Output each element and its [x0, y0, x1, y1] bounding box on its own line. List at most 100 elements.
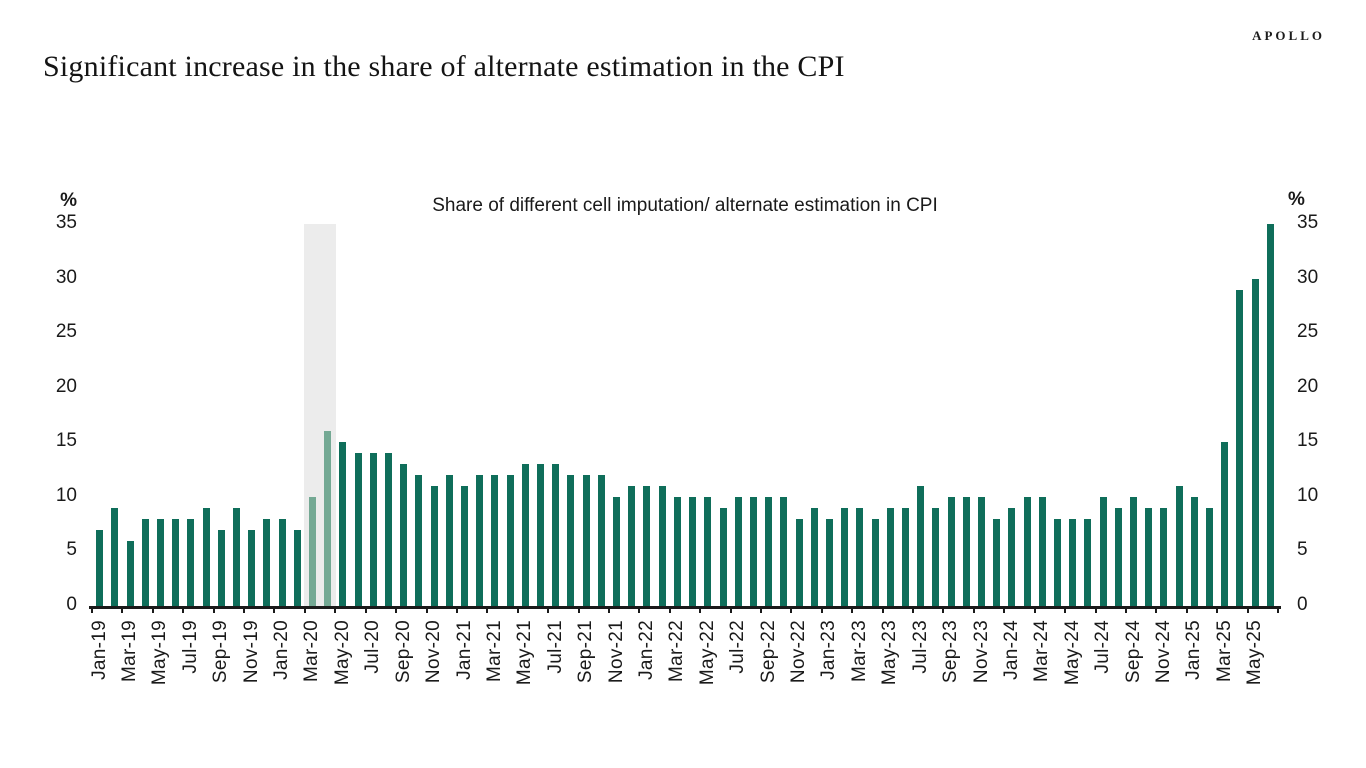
bar-Dec-21: [628, 485, 636, 606]
x-axis-label-May-19: May-19: [149, 620, 171, 686]
bar-Jul-19: [187, 518, 195, 606]
x-axis-label-Sep-22: Sep-22: [757, 620, 779, 684]
bar-Jun-20: [354, 453, 362, 606]
bar-Jan-25: [1190, 496, 1198, 606]
x-axis-tick: [912, 606, 915, 613]
x-axis-tick: [790, 606, 793, 613]
bar-Jan-19: [96, 529, 104, 606]
bar-Nov-24: [1160, 507, 1168, 606]
x-axis-label-Sep-23: Sep-23: [940, 620, 962, 684]
bar-Mar-19: [126, 540, 134, 606]
x-axis-label-May-20: May-20: [331, 620, 353, 686]
y-axis-unit-left: %: [60, 190, 77, 211]
x-axis-label-Sep-21: Sep-21: [575, 620, 597, 684]
x-axis-tick: [334, 606, 337, 613]
bar-Aug-21: [567, 475, 575, 606]
bar-Aug-19: [202, 507, 210, 606]
bar-Jul-21: [552, 464, 560, 606]
bar-Jun-21: [537, 464, 545, 606]
x-axis-tick: [516, 606, 519, 613]
x-axis-label-Nov-23: Nov-23: [970, 620, 992, 684]
bar-May-24: [1069, 518, 1077, 606]
y-axis-label-left-20: 20: [55, 375, 77, 397]
bar-Aug-22: [749, 496, 757, 606]
bar-Mar-22: [673, 496, 681, 606]
x-axis-label-Jul-20: Jul-20: [362, 620, 384, 674]
x-axis-label-Mar-21: Mar-21: [483, 620, 505, 682]
x-axis-label-Jul-19: Jul-19: [179, 620, 201, 674]
y-axis-label-right-5: 5: [1297, 539, 1308, 561]
bar-Mar-25: [1221, 442, 1229, 606]
x-axis-tick: [455, 606, 458, 613]
x-axis-tick: [425, 606, 428, 613]
bar-Mar-21: [491, 475, 499, 606]
x-axis-label-Sep-20: Sep-20: [392, 620, 414, 684]
y-axis-label-right-30: 30: [1297, 266, 1319, 288]
bar-Oct-24: [1145, 507, 1153, 606]
x-axis-tick: [972, 606, 975, 613]
bar-Nov-22: [795, 518, 803, 606]
bar-Dec-23: [993, 518, 1001, 606]
x-axis-tick: [607, 606, 610, 613]
x-axis-tick: [212, 606, 215, 613]
bar-Feb-19: [111, 507, 119, 606]
x-axis-tick: [668, 606, 671, 613]
bar-May-20: [339, 442, 347, 606]
x-axis-tick: [881, 606, 884, 613]
bar-Apr-24: [1054, 518, 1062, 606]
bar-Jun-25: [1266, 224, 1274, 606]
bar-Oct-22: [780, 496, 788, 606]
x-axis-tick: [364, 606, 367, 613]
bar-Jul-22: [734, 496, 742, 606]
x-axis-label-Jan-22: Jan-22: [635, 620, 657, 680]
x-axis-tick: [395, 606, 398, 613]
bar-Apr-25: [1236, 289, 1244, 606]
x-axis-label-Nov-19: Nov-19: [240, 620, 262, 684]
bar-Jan-21: [461, 485, 469, 606]
x-axis-label-Jan-21: Jan-21: [453, 620, 475, 680]
x-axis-label-May-24: May-24: [1061, 620, 1083, 686]
bar-May-23: [886, 507, 894, 606]
x-axis-label-Jan-24: Jan-24: [1000, 620, 1022, 680]
x-axis-tick: [1155, 606, 1158, 613]
x-axis-label-Mar-20: Mar-20: [301, 620, 323, 682]
bar-Mar-20: [308, 496, 316, 606]
page-title: Significant increase in the share of alt…: [43, 50, 845, 83]
y-axis-label-right-15: 15: [1297, 430, 1319, 452]
x-axis-tick: [699, 606, 702, 613]
y-axis-label-right-10: 10: [1297, 484, 1319, 506]
bar-May-19: [156, 518, 164, 606]
bar-Dec-20: [445, 475, 453, 606]
x-axis-label-Jan-20: Jan-20: [271, 620, 293, 680]
bar-Apr-22: [689, 496, 697, 606]
bar-Sep-22: [765, 496, 773, 606]
x-axis-tick: [1124, 606, 1127, 613]
x-axis-tick: [1216, 606, 1219, 613]
y-axis-label-left-0: 0: [66, 594, 77, 615]
x-axis-tick: [1064, 606, 1067, 613]
bar-Apr-23: [871, 518, 879, 606]
bar-Jan-20: [278, 518, 286, 606]
x-axis-tick: [638, 606, 641, 613]
y-axis-label-left-10: 10: [55, 484, 77, 506]
y-axis-unit-right: %: [1288, 189, 1305, 210]
bar-Sep-24: [1130, 496, 1138, 606]
bar-May-25: [1251, 278, 1259, 606]
bar-Feb-24: [1023, 496, 1031, 606]
x-axis-tick: [729, 606, 732, 613]
y-axis-label-left-35: 35: [55, 212, 77, 233]
y-axis-label-right-35: 35: [1297, 212, 1319, 233]
x-axis-label-Nov-22: Nov-22: [788, 620, 810, 684]
brand-logo: APOLLO: [1252, 28, 1325, 43]
x-axis-tick: [760, 606, 763, 613]
x-axis-tick: [182, 606, 185, 613]
x-axis-tick: [243, 606, 246, 613]
bar-Sep-20: [400, 464, 408, 606]
bar-Oct-19: [232, 507, 240, 606]
x-axis-tick: [1003, 606, 1006, 613]
x-axis-tick: [1094, 606, 1097, 613]
x-axis-tick: [1246, 606, 1249, 613]
bar-Jan-24: [1008, 507, 1016, 606]
x-axis-label-Jul-23: Jul-23: [909, 620, 931, 674]
